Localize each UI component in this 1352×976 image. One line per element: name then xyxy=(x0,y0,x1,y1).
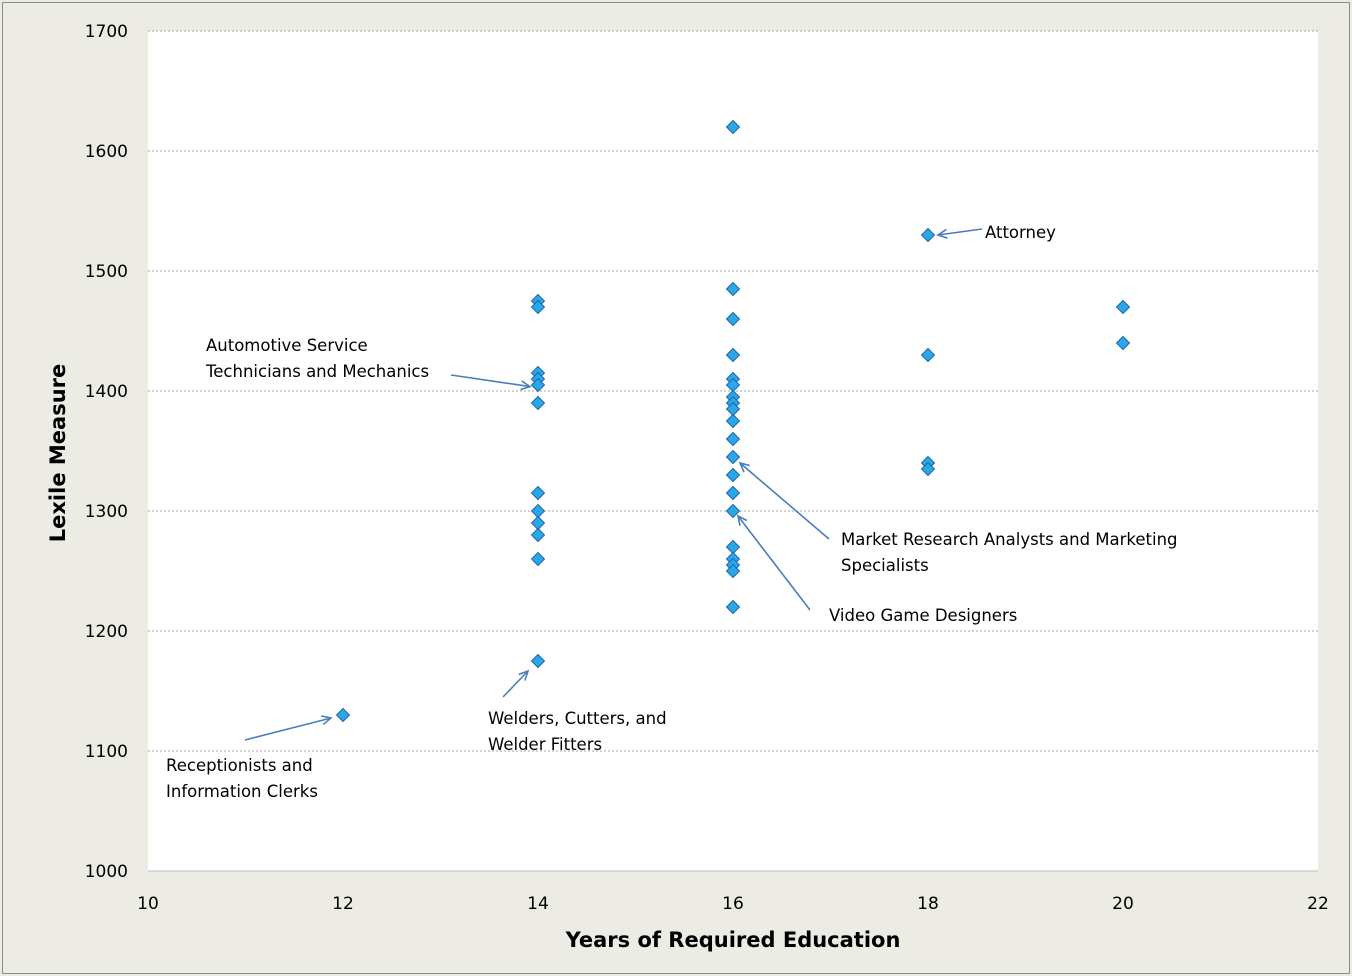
data-point xyxy=(1115,299,1131,315)
data-point xyxy=(920,347,936,363)
annotation-label: Receptionists and xyxy=(166,756,313,775)
data-point xyxy=(1115,335,1131,351)
x-tick-label: 14 xyxy=(527,894,549,914)
y-tick-label: 1400 xyxy=(85,382,128,402)
annotation-label: Video Game Designers xyxy=(829,606,1017,625)
arrow-head xyxy=(736,514,748,526)
annotation-arrows xyxy=(244,228,983,741)
annotation-label: Information Clerks xyxy=(166,782,318,801)
y-tick-label: 1500 xyxy=(85,262,128,282)
annotation-label: Automotive Service xyxy=(206,336,368,355)
y-tick-label: 1300 xyxy=(85,502,128,522)
data-point xyxy=(920,461,936,477)
y-tick-label: 1700 xyxy=(85,22,128,42)
x-tick-label: 10 xyxy=(137,894,159,914)
data-point xyxy=(725,599,741,615)
y-axis-title: Lexile Measure xyxy=(46,364,70,542)
data-points xyxy=(335,119,1131,723)
y-tick-label: 1600 xyxy=(85,142,128,162)
x-tick-label: 18 xyxy=(917,894,939,914)
annotation-label: Market Research Analysts and Marketing xyxy=(841,530,1178,549)
annotation-arrow xyxy=(502,670,529,698)
x-tick-label: 22 xyxy=(1307,894,1329,914)
data-point xyxy=(725,485,741,501)
annotation-label: Attorney xyxy=(985,223,1056,242)
data-point xyxy=(725,413,741,429)
y-tick-labels: 1000 1100 1200 1300 1400 1500 1600 1700 xyxy=(85,22,128,882)
arrow-head xyxy=(520,380,532,391)
y-tick-label: 1200 xyxy=(85,622,128,642)
data-point xyxy=(530,485,546,501)
annotation-label: Welder Fitters xyxy=(488,735,602,754)
data-point xyxy=(530,527,546,543)
data-point xyxy=(725,119,741,135)
arrow-head xyxy=(518,669,530,681)
data-point xyxy=(920,227,936,243)
data-point xyxy=(725,563,741,579)
data-point xyxy=(725,347,741,363)
y-tick-label: 1000 xyxy=(85,862,128,882)
arrow-head xyxy=(321,715,333,726)
annotation-label: Specialists xyxy=(841,556,929,575)
arrow-head xyxy=(936,228,948,239)
x-tick-label: 16 xyxy=(722,894,744,914)
arrow-head xyxy=(738,461,750,473)
annotations: Attorney Automotive Service Technicians an… xyxy=(166,223,1178,801)
data-point xyxy=(335,707,351,723)
annotation-label: Welders, Cutters, and xyxy=(488,709,667,728)
annotation-arrow xyxy=(737,515,811,611)
y-tick-label: 1100 xyxy=(85,742,128,762)
annotation-arrow xyxy=(450,374,531,388)
data-point xyxy=(530,299,546,315)
x-tick-label: 12 xyxy=(332,894,354,914)
data-point xyxy=(725,467,741,483)
data-point xyxy=(725,311,741,327)
data-point xyxy=(725,503,741,519)
annotation-arrow xyxy=(244,717,332,741)
data-point xyxy=(725,449,741,465)
x-tick-label: 20 xyxy=(1112,894,1134,914)
annotation-arrow xyxy=(937,228,983,236)
data-point xyxy=(530,653,546,669)
x-tick-labels: 10 12 14 16 18 20 22 xyxy=(137,894,1329,914)
data-point xyxy=(725,431,741,447)
scatter-chart: 10 12 14 16 18 20 22 1000110012001300140015001… xyxy=(46,22,1329,952)
data-point xyxy=(530,377,546,393)
x-axis-title: Years of Required Education xyxy=(565,928,901,952)
annotation-label: Technicians and Mechanics xyxy=(205,362,429,381)
data-point xyxy=(530,551,546,567)
annotation-arrow xyxy=(739,462,830,540)
data-point xyxy=(725,281,741,297)
data-point xyxy=(530,395,546,411)
